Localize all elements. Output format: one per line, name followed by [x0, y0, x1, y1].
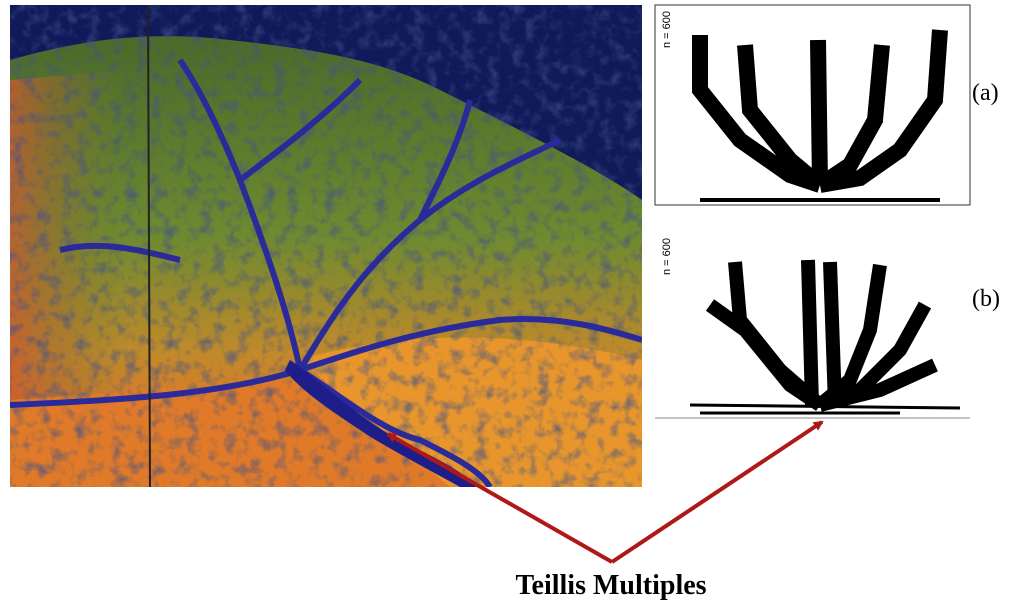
panel-annotation: n = 600 [661, 11, 673, 48]
panel-label: (b) [972, 286, 1000, 312]
panel-annotation: n = 600 [661, 238, 673, 275]
caption: Teillis Multiples [515, 570, 706, 601]
satellite-image [10, 5, 642, 487]
figure: n = 600 (a) n = 600 (b) Teillis Multiple… [0, 0, 1027, 603]
panel-label: (a) [972, 80, 999, 106]
panel-b: n = 600 [655, 232, 970, 418]
page: n = 600 (a) n = 600 (b) Teillis Multiple… [0, 0, 1027, 603]
panel-a: n = 600 [655, 5, 970, 205]
